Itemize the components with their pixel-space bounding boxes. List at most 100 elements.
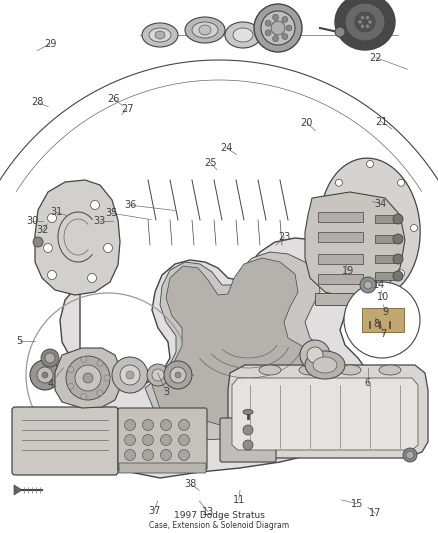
Circle shape [361,16,364,19]
Circle shape [300,340,330,370]
Circle shape [272,14,279,20]
Circle shape [160,434,172,446]
Bar [318,254,363,264]
Ellipse shape [243,409,253,415]
Ellipse shape [164,361,192,389]
Ellipse shape [259,365,281,375]
Text: 21: 21 [375,117,387,126]
Ellipse shape [41,349,59,367]
Circle shape [103,244,113,253]
Circle shape [366,25,369,28]
Text: 13: 13 [202,507,214,516]
Ellipse shape [233,28,253,42]
Circle shape [335,27,345,37]
Circle shape [81,357,87,362]
Circle shape [393,214,403,224]
Polygon shape [60,182,375,478]
Ellipse shape [185,17,225,43]
Circle shape [88,273,96,282]
Ellipse shape [155,31,165,39]
Circle shape [97,360,103,366]
Text: 7: 7 [380,329,386,339]
Circle shape [265,20,271,26]
Text: 6: 6 [365,378,371,387]
Polygon shape [305,192,405,298]
Text: Case, Extension & Solenoid Diagram: Case, Extension & Solenoid Diagram [149,521,289,529]
Circle shape [393,271,403,281]
Circle shape [68,383,74,389]
Circle shape [286,25,292,31]
Bar [375,215,395,223]
Ellipse shape [339,365,361,375]
Circle shape [91,200,99,209]
Text: 10: 10 [377,293,389,302]
Text: 14: 14 [373,280,385,290]
Bar [318,232,363,242]
Ellipse shape [149,28,171,42]
Circle shape [366,16,369,19]
Text: 17: 17 [369,508,381,518]
Text: 22: 22 [370,53,382,62]
Ellipse shape [345,3,385,41]
Text: 27: 27 [121,104,133,114]
Circle shape [358,20,361,23]
Text: 15: 15 [351,499,363,508]
Circle shape [179,419,190,431]
Circle shape [142,419,153,431]
Bar [375,255,395,263]
Ellipse shape [355,12,375,32]
Circle shape [47,271,57,279]
Circle shape [368,20,371,23]
Polygon shape [35,180,120,295]
Text: 3: 3 [163,387,170,397]
Circle shape [97,390,103,396]
Bar [315,293,383,305]
Bar [318,274,363,284]
Ellipse shape [254,4,302,52]
Circle shape [243,425,253,435]
Ellipse shape [126,371,134,379]
Text: 31: 31 [50,207,62,217]
Circle shape [272,36,279,42]
Circle shape [179,434,190,446]
Text: 24: 24 [221,143,233,153]
Ellipse shape [66,356,110,400]
FancyBboxPatch shape [119,463,206,473]
Circle shape [33,237,43,247]
Circle shape [43,244,53,253]
Ellipse shape [75,365,101,391]
Text: 4: 4 [47,379,53,389]
Text: 28: 28 [31,98,43,107]
Circle shape [243,440,253,450]
Polygon shape [228,365,428,458]
Ellipse shape [175,372,181,378]
Text: 34: 34 [374,199,386,208]
FancyBboxPatch shape [118,408,207,470]
Text: 26: 26 [107,94,119,103]
Text: 32: 32 [37,225,49,235]
Circle shape [336,179,343,186]
Circle shape [361,25,364,28]
FancyBboxPatch shape [220,418,276,462]
Circle shape [406,451,414,459]
Text: 33: 33 [94,216,106,226]
Ellipse shape [299,365,321,375]
Ellipse shape [305,351,345,379]
Ellipse shape [45,353,55,363]
Ellipse shape [313,357,337,373]
Text: 23: 23 [279,232,291,242]
Ellipse shape [37,367,53,383]
Ellipse shape [379,365,401,375]
Circle shape [393,254,403,264]
Text: 5: 5 [17,336,23,346]
Bar [318,212,363,222]
Bar [375,235,395,243]
Text: 1997 Dodge Stratus: 1997 Dodge Stratus [173,511,265,520]
Circle shape [124,419,135,431]
Circle shape [410,224,417,231]
Text: 11: 11 [233,495,245,505]
Circle shape [282,17,288,22]
Circle shape [336,270,343,277]
Ellipse shape [170,367,186,383]
Circle shape [81,393,87,400]
